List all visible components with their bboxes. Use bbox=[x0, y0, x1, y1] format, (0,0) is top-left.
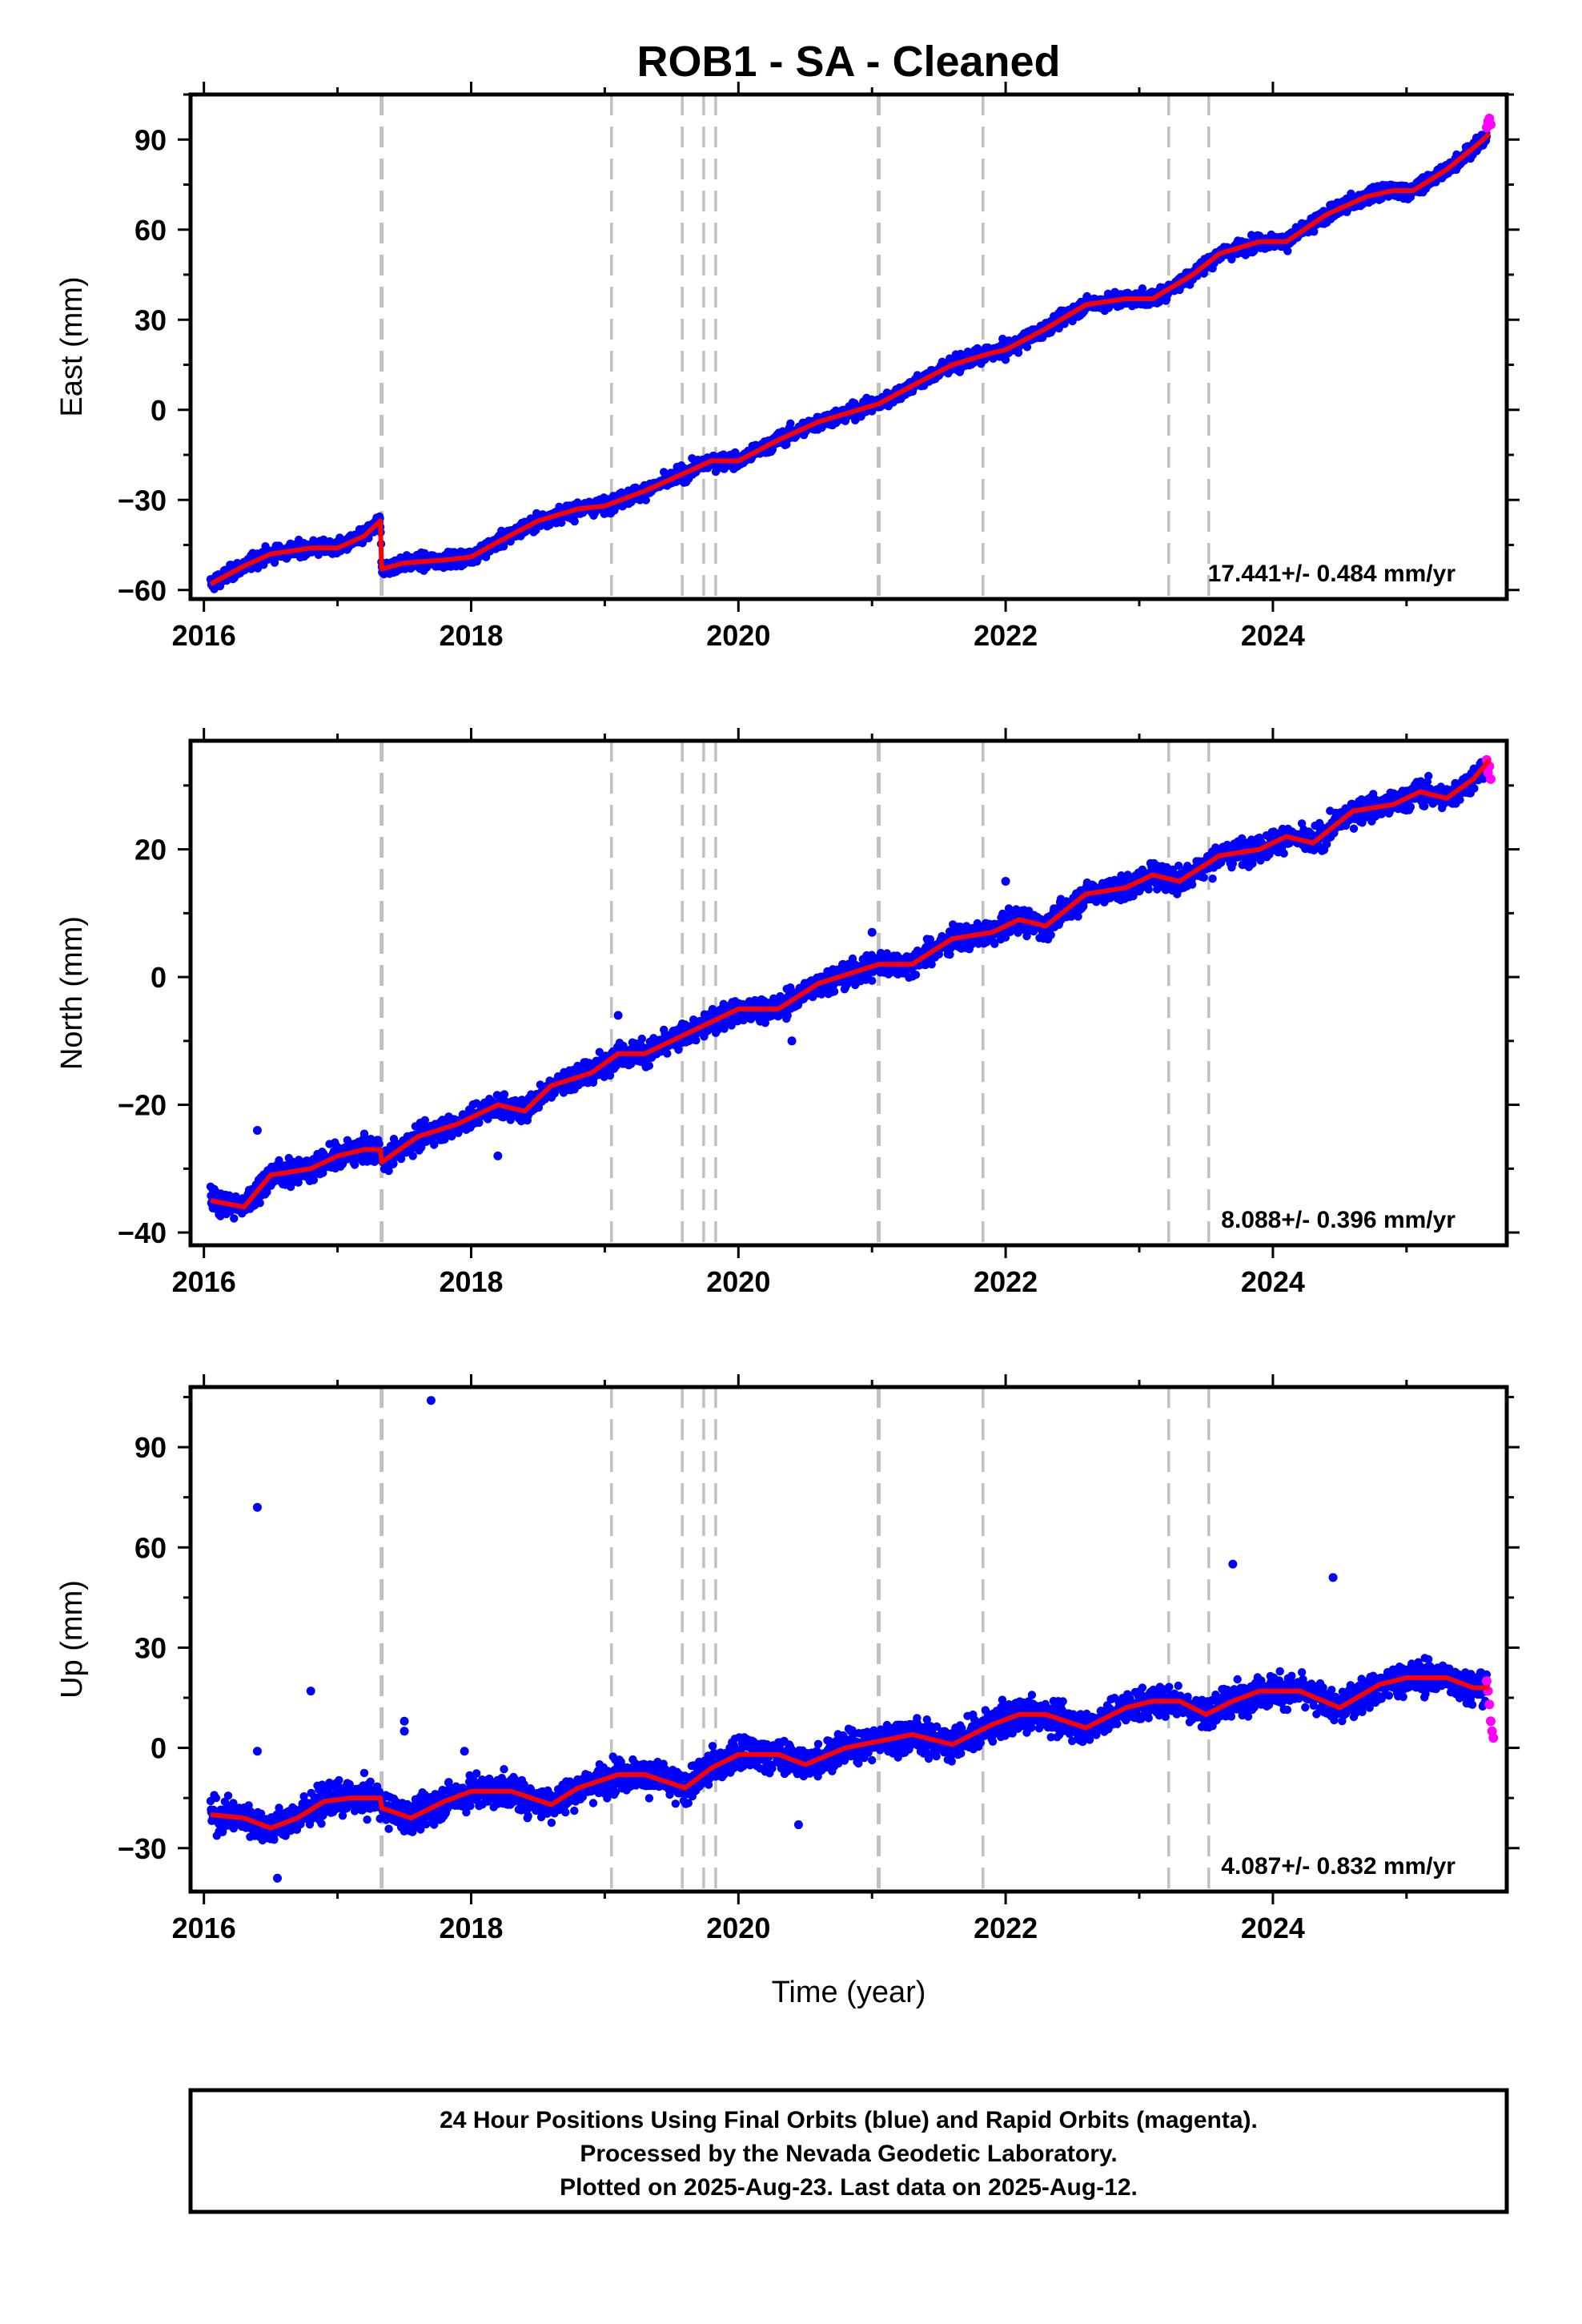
east-y-tick-label: −30 bbox=[118, 484, 167, 517]
east-x-tick-label: 2018 bbox=[439, 619, 503, 652]
north-final-point bbox=[430, 1140, 439, 1149]
east-final-points bbox=[206, 129, 1492, 593]
north-final-point bbox=[644, 1061, 654, 1070]
east-y-tick-label: 90 bbox=[135, 123, 167, 156]
north-final-point bbox=[375, 1140, 383, 1148]
north-final-point bbox=[420, 1116, 429, 1125]
east-x-tick-label: 2016 bbox=[172, 619, 236, 652]
east-y-tick-label: 60 bbox=[135, 214, 167, 247]
north-plot-area bbox=[206, 741, 1496, 1245]
north-final-point bbox=[720, 1024, 729, 1033]
east-panel: 2016 2018 2020 2022 2024 −60 −30 0 30 60 90 East (m… bbox=[55, 82, 1520, 652]
east-model-line bbox=[209, 131, 1492, 586]
north-final-point bbox=[319, 1168, 327, 1177]
north-final-point bbox=[674, 1045, 683, 1055]
east-frame bbox=[188, 92, 1509, 601]
north-final-point bbox=[637, 1034, 646, 1043]
north-final-point bbox=[663, 1049, 672, 1058]
north-final-point bbox=[500, 1090, 509, 1099]
east-final-point bbox=[570, 517, 579, 526]
east-y-axis-label: East (mm) bbox=[55, 276, 89, 416]
east-y-tick-label: −60 bbox=[118, 574, 167, 607]
north-final-point bbox=[389, 1159, 398, 1168]
east-final-point bbox=[1310, 227, 1319, 236]
north-final-point bbox=[475, 1118, 484, 1128]
east-y-tick-label: 30 bbox=[135, 304, 167, 336]
east-final-point bbox=[786, 419, 795, 428]
north-final-point bbox=[692, 1035, 701, 1045]
north-final-point bbox=[230, 1214, 239, 1223]
east-final-point bbox=[1227, 255, 1236, 263]
east-final-point bbox=[1283, 247, 1292, 255]
east-x-tick-label: 2022 bbox=[974, 619, 1038, 652]
north-final-point bbox=[255, 1199, 264, 1208]
east-rapid-point bbox=[1485, 119, 1496, 130]
east-plot-area bbox=[206, 94, 1496, 599]
east-final-point bbox=[557, 518, 566, 527]
east-final-point bbox=[641, 496, 650, 505]
north-final-point bbox=[384, 1166, 393, 1176]
north-final-point bbox=[408, 1152, 417, 1160]
east-rate-label: 17.441+/- 0.484 mm/yr bbox=[1208, 561, 1456, 587]
east-final-point bbox=[1022, 343, 1032, 352]
east-x-tick-label: 2024 bbox=[1241, 619, 1305, 652]
east-y-tick-label: 0 bbox=[151, 394, 167, 427]
east-x-tick-label: 2020 bbox=[706, 619, 770, 652]
north-final-point bbox=[417, 1143, 426, 1152]
chart-title: ROB1 - SA - Cleaned bbox=[636, 38, 1060, 86]
north-final-point bbox=[605, 1071, 615, 1080]
